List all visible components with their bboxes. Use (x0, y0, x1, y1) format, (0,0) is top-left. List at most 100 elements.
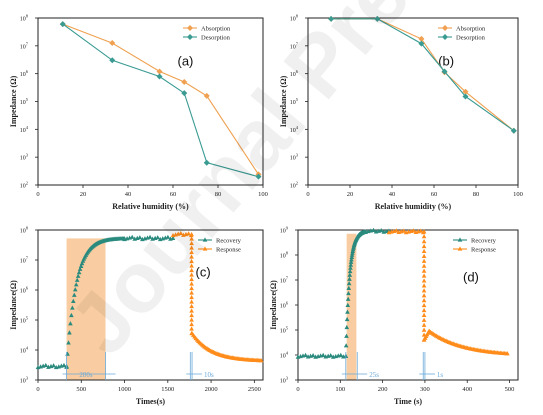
x-tick-label: 300 (420, 386, 430, 393)
data-point (421, 243, 427, 249)
data-point (347, 272, 353, 277)
data-point (338, 352, 344, 357)
legend-label: Absorption (456, 26, 486, 33)
series-absorption (328, 15, 517, 134)
data-point (348, 262, 354, 267)
data-point (347, 268, 353, 274)
x-tick-label: 40 (125, 191, 132, 198)
data-point (129, 234, 135, 239)
legend-swatch-marker (457, 246, 463, 251)
y-tick-label: 104 (20, 346, 29, 355)
data-point (181, 90, 188, 97)
data-point (67, 330, 72, 335)
data-point (258, 358, 264, 363)
data-point (137, 235, 143, 240)
data-point (421, 273, 427, 278)
data-point (61, 362, 67, 368)
data-point (344, 333, 349, 338)
data-point (345, 309, 350, 314)
data-point (189, 326, 194, 331)
legend-swatch-marker (442, 34, 448, 40)
x-tick-label: 60 (431, 191, 438, 198)
series-recovery (35, 234, 176, 370)
data-point (71, 298, 76, 303)
data-point (303, 352, 308, 357)
x-tick-label: 20 (347, 191, 354, 198)
data-point (178, 230, 184, 236)
x-tick-label: 20 (80, 191, 87, 198)
data-point (255, 173, 262, 180)
y-tick-label: 108 (280, 251, 289, 260)
data-point (156, 68, 163, 75)
data-point (77, 266, 83, 271)
data-point (73, 282, 79, 287)
data-point (421, 302, 427, 308)
data-point (346, 280, 352, 286)
data-point (421, 263, 427, 268)
data-point (421, 258, 427, 263)
panel-label: (c) (196, 265, 211, 280)
y-tick-label: 107 (20, 256, 29, 265)
data-point (43, 362, 49, 368)
legend-label: Absorption (201, 26, 231, 33)
data-point (421, 229, 427, 234)
y-tick-label: 105 (20, 316, 29, 325)
data-point (189, 236, 194, 241)
data-point (189, 321, 194, 327)
data-point (147, 234, 153, 239)
data-point (189, 312, 194, 318)
y-tick-label: 106 (20, 286, 29, 295)
data-point (421, 268, 427, 273)
y-tick-label: 103 (20, 153, 29, 162)
data-point (421, 322, 427, 327)
data-point (189, 303, 194, 309)
data-point (186, 231, 191, 236)
data-point (109, 57, 116, 64)
data-point (349, 257, 354, 262)
y-tick-label: 104 (290, 125, 299, 134)
data-point (401, 228, 406, 233)
x-tick-label: 1000 (118, 386, 131, 393)
data-point (189, 276, 194, 282)
y-tick-label: 105 (280, 326, 289, 335)
x-tick-label: 80 (215, 191, 222, 198)
x-tick-label: 100 (258, 191, 268, 198)
annotation: 10s (186, 352, 214, 380)
series-desorption (328, 15, 517, 134)
data-point (75, 273, 81, 278)
series-absorption (59, 21, 262, 178)
data-point (203, 159, 210, 166)
panel-c: 0 500 1000 1500 2000 2500 103 104 105 106 107 108 Ti… (9, 226, 264, 406)
data-point (374, 15, 381, 22)
data-point (51, 363, 56, 368)
panel-d: 0 100 200 300 400 500 103 104 105 106 107 108 109 Tim… (269, 226, 519, 406)
data-point (418, 40, 425, 47)
data-point (421, 248, 427, 254)
legend-label: Recovery (471, 238, 497, 245)
series-line (331, 18, 515, 132)
x-axis-label: Relative humidity (%) (112, 202, 189, 211)
data-point (189, 263, 194, 268)
data-point (505, 351, 510, 356)
data-point (189, 254, 194, 259)
data-point (189, 240, 194, 246)
data-point (421, 327, 427, 332)
x-tick-label: 500 (76, 386, 86, 393)
data-point (510, 127, 517, 134)
data-point (189, 245, 194, 250)
data-point (71, 292, 77, 297)
x-tick-label: 0 (36, 386, 39, 393)
data-point (320, 352, 326, 357)
data-point (189, 299, 194, 304)
y-tick-label: 109 (280, 226, 289, 235)
x-axis-label: Relative humidity (%) (375, 202, 452, 211)
annotation-label: 1s (437, 371, 444, 379)
data-point (346, 285, 352, 290)
data-point (418, 228, 424, 233)
x-axis-label: Time (s) (394, 397, 422, 406)
x-tick-label: 2500 (248, 386, 261, 393)
data-point (189, 249, 194, 255)
legend-label: Response (471, 247, 496, 254)
panel-label: (d) (463, 269, 479, 284)
data-point (66, 340, 71, 345)
